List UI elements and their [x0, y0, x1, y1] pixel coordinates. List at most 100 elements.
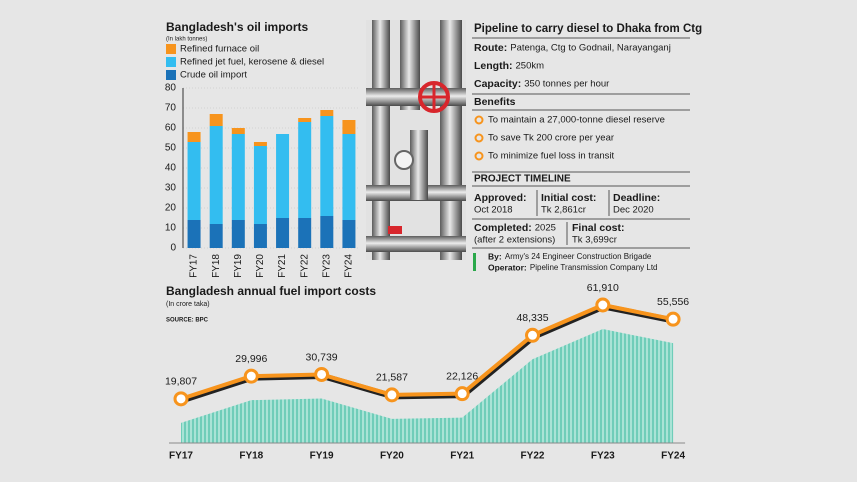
bar-segment	[298, 118, 312, 122]
timeline-label: Deadline:	[613, 192, 660, 204]
y-tick-label: 30	[165, 183, 177, 194]
x-tick-label: FY24	[661, 451, 685, 462]
x-tick-label: FY21	[277, 254, 288, 278]
x-tick-label: FY22	[521, 451, 545, 462]
bar-segment	[276, 218, 290, 248]
bar-segment	[209, 224, 223, 248]
detail-label: Route:	[474, 42, 507, 54]
detail-value: 350 tonnes per hour	[524, 79, 609, 90]
credit-value: Pipeline Transmission Company Ltd	[530, 263, 658, 272]
x-tick-label: FY19	[310, 451, 334, 462]
bullet	[474, 151, 484, 161]
pipe-illustration	[366, 20, 466, 260]
y-tick-label: 40	[165, 163, 177, 174]
line	[180, 302, 674, 401]
x-tick-label: FY23	[321, 254, 332, 278]
panel-title: Pipeline to carry diesel to Dhaka from C…	[474, 23, 702, 35]
timeline-note: (after 2 extensions)	[474, 235, 555, 246]
bar-segment	[298, 218, 312, 248]
x-tick-label: FY17	[189, 254, 200, 278]
x-tick-label: FY24	[344, 254, 355, 278]
benefits-title: Benefits	[474, 96, 516, 108]
y-tick-label: 70	[165, 103, 177, 114]
value-label: 48,335	[516, 312, 548, 324]
legend-swatch	[166, 57, 176, 67]
bar-segment	[276, 134, 290, 218]
bar-segment	[320, 116, 334, 216]
x-tick-label: FY20	[255, 254, 266, 278]
y-tick-label: 10	[165, 223, 177, 234]
value-label: 55,556	[657, 296, 689, 308]
benefit: To save Tk 200 crore per year	[488, 133, 614, 144]
bar-segment	[320, 216, 334, 248]
value-label: 30,739	[306, 351, 338, 363]
legend-label: Refined jet fuel, kerosene & diesel	[180, 57, 324, 68]
y-tick-label: 0	[170, 243, 176, 254]
bar-segment	[187, 142, 201, 220]
x-tick-label: FY21	[450, 451, 474, 462]
point	[314, 366, 330, 382]
area	[181, 329, 674, 443]
detail-value: Patenga, Ctg to Godnail, Narayanganj	[510, 43, 671, 54]
x-tick-label: FY19	[233, 254, 244, 278]
value-label: 22,126	[446, 370, 478, 382]
chart-title: Bangladesh's oil imports	[166, 20, 309, 34]
y-tick-label: 60	[165, 123, 177, 134]
point	[595, 297, 611, 313]
credit-label: By:	[488, 251, 502, 261]
benefit: To maintain a 27,000-tonne diesel reserv…	[488, 115, 665, 126]
bullet	[474, 115, 484, 125]
x-tick-label: FY17	[169, 451, 193, 462]
value-label: 21,587	[376, 372, 408, 384]
y-tick-label: 80	[165, 83, 177, 94]
bar-segment	[298, 122, 312, 218]
point	[454, 386, 470, 402]
x-tick-label: FY23	[591, 451, 615, 462]
credit-label: Operator:	[488, 262, 527, 272]
bar-segment	[231, 128, 245, 134]
bar-segment	[342, 134, 356, 220]
point	[525, 327, 540, 343]
source: SOURCE: BPC	[166, 318, 209, 324]
point	[665, 311, 681, 327]
point	[243, 368, 259, 384]
timeline-value: Oct 2018	[474, 205, 513, 216]
timeline-value: Dec 2020	[613, 205, 654, 216]
value-label: 61,910	[587, 282, 619, 294]
x-tick-label: FY22	[299, 254, 310, 278]
bar-segment	[253, 224, 267, 248]
timeline-label: Approved:	[474, 192, 527, 204]
benefit: To minimize fuel loss in transit	[488, 151, 615, 162]
chart-subtitle: (In crore taka)	[166, 301, 210, 308]
timeline-value: 2025	[535, 223, 556, 234]
bar-segment	[209, 126, 223, 224]
bar-segment	[253, 146, 267, 224]
bar-segment	[187, 220, 201, 248]
detail-label: Capacity:	[474, 78, 521, 90]
detail-label: Length:	[474, 60, 513, 72]
timeline-label: Completed:	[474, 222, 532, 234]
point	[384, 387, 400, 403]
bar-segment	[231, 134, 245, 220]
bar-segment	[209, 114, 223, 126]
bar-segment	[342, 220, 356, 248]
x-tick-label: FY18	[211, 254, 222, 278]
bar-segment	[253, 142, 267, 146]
value-label: 19,807	[165, 376, 197, 388]
legend-label: Refined furnace oil	[180, 44, 259, 55]
info-rules	[472, 37, 690, 271]
legend-swatch	[166, 70, 176, 80]
legend-label: Crude oil import	[180, 70, 247, 81]
value-label: 29,996	[235, 353, 267, 365]
timeline-label: Initial cost:	[541, 192, 596, 204]
x-tick-label: FY18	[239, 451, 263, 462]
chart-subtitle: (In lakh tonnes)	[166, 37, 207, 43]
x-tick-label: FY20	[380, 451, 404, 462]
credit-value: Army's 24 Engineer Construction Brigade	[505, 252, 652, 261]
y-tick-label: 50	[165, 143, 177, 154]
y-tick-label: 20	[165, 203, 177, 214]
chart-title: Bangladesh annual fuel import costs	[166, 284, 376, 298]
timeline-label: Final cost:	[572, 222, 625, 234]
point	[173, 391, 189, 407]
